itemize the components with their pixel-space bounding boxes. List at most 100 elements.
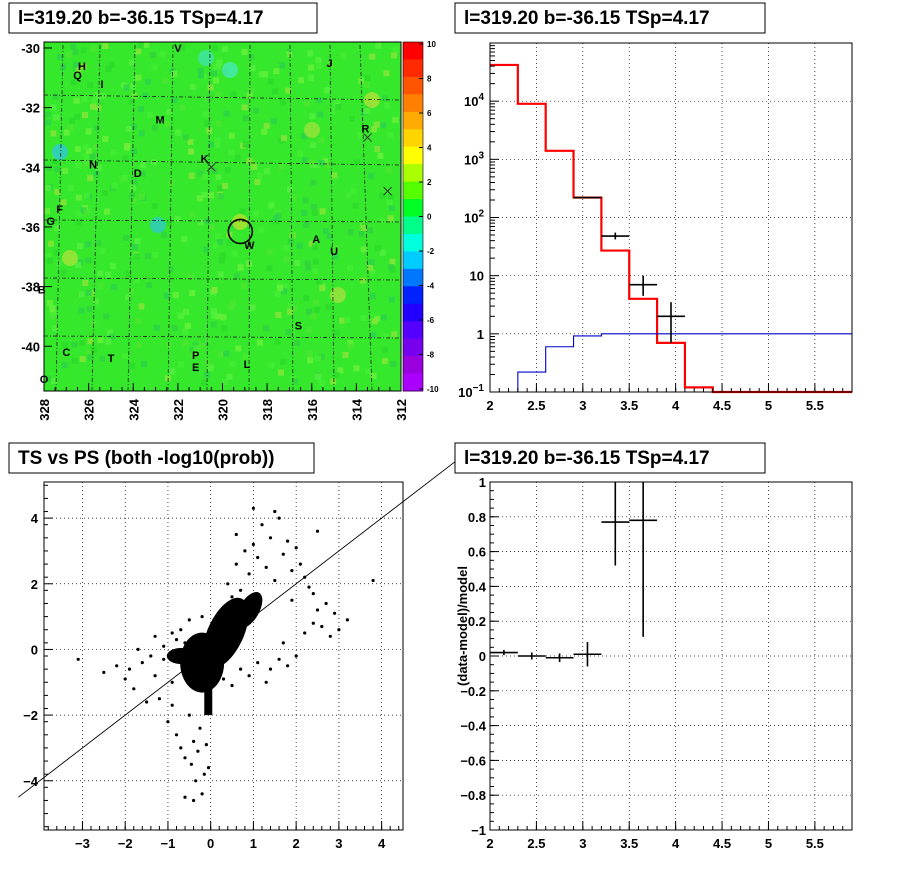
map-cell [347, 343, 354, 350]
map-cell [328, 108, 335, 115]
scatter-point [315, 608, 320, 612]
scatter-point [226, 582, 230, 586]
map-cell [188, 148, 194, 155]
scatter-point [170, 680, 174, 684]
map-cell [90, 103, 97, 110]
map-cell [335, 103, 342, 110]
map-cell [189, 290, 196, 296]
map-cell [368, 172, 375, 179]
map-cell [134, 238, 141, 245]
map-cell [381, 346, 388, 353]
scatter-point [247, 674, 251, 678]
scatter-point [179, 628, 183, 632]
map-cell [54, 189, 61, 195]
scatter-point [298, 562, 302, 566]
scatter-point [239, 588, 243, 592]
map-cell [79, 340, 86, 346]
map-cell [198, 72, 204, 79]
region-boundary [248, 44, 251, 391]
map-cell [78, 307, 85, 314]
y-tick-label: 0.6 [468, 545, 486, 560]
scatter-point [251, 506, 255, 510]
scatter-point [277, 516, 281, 520]
region-label: R [361, 124, 369, 136]
map-cell [216, 239, 223, 246]
map-cell [363, 82, 370, 88]
scatter-point [136, 647, 140, 652]
scatter-point [204, 743, 208, 747]
map-cell [258, 71, 265, 78]
map-cell [246, 158, 253, 164]
map-cell [70, 79, 77, 86]
map-cell [313, 161, 320, 168]
map-cell [331, 172, 338, 179]
map-cell [301, 209, 307, 216]
map-cell [287, 308, 293, 315]
map-cell [73, 62, 79, 68]
map-cell [379, 192, 386, 199]
region-boundary [55, 44, 64, 391]
map-cell [258, 226, 265, 233]
map-cell [99, 93, 106, 100]
scatter-point [328, 634, 332, 638]
map-cell [97, 270, 104, 277]
map-cell [167, 266, 174, 273]
map-cell [83, 192, 90, 199]
map-cell [143, 42, 150, 48]
scatter-point [170, 631, 174, 635]
scatter-point [307, 585, 311, 589]
x-tick-label: 5 [765, 398, 772, 413]
x-tick-label: 3.5 [620, 836, 638, 851]
map-cell [368, 259, 375, 266]
map-cell [181, 236, 188, 243]
palette-swatch [403, 216, 423, 235]
map-cell [110, 148, 117, 155]
map-cell [45, 119, 52, 126]
scatter-point [196, 634, 200, 638]
scatter-point [149, 654, 153, 658]
map-cell [217, 193, 224, 200]
scatter-point [239, 667, 243, 671]
map-cell [314, 373, 321, 380]
scatter-point [281, 641, 285, 645]
y-tick-label: 0.2 [468, 614, 486, 629]
model-histogram-line [490, 63, 852, 394]
map-cell [312, 258, 319, 265]
y-tick-label: 0 [31, 642, 38, 657]
map-background [44, 42, 401, 391]
map-cell [230, 300, 236, 307]
map-blob [62, 250, 78, 266]
scatter-point [311, 592, 315, 596]
palette-tick-label: -6 [427, 316, 435, 325]
scatter-point [286, 539, 290, 543]
region-label: P [192, 350, 199, 362]
map-cell [135, 74, 142, 81]
map-cell [318, 137, 325, 144]
map-cell [212, 64, 219, 71]
region-boundary [43, 335, 402, 339]
map-cell [211, 70, 217, 77]
map-cell [228, 149, 235, 156]
scatter-point [179, 746, 183, 750]
map-cell [80, 63, 87, 70]
map-cell [129, 184, 136, 191]
map-cell [383, 70, 390, 77]
map-cell [125, 126, 132, 132]
map-cell [190, 351, 197, 358]
map-cell [211, 313, 218, 320]
map-cell [110, 263, 117, 270]
map-cell [218, 351, 225, 358]
map-cell [132, 244, 138, 251]
scatter-point [264, 680, 268, 684]
map-cell [387, 264, 394, 271]
map-cell [237, 264, 244, 271]
map-cell [386, 199, 393, 206]
map-cell [60, 199, 67, 206]
map-cell [316, 63, 323, 69]
map-cell [298, 77, 305, 84]
map-cell [207, 84, 214, 91]
map-cell [44, 185, 51, 191]
x-tick-label: 322 [171, 399, 186, 421]
map-cell [283, 256, 290, 263]
map-cell [87, 82, 94, 89]
